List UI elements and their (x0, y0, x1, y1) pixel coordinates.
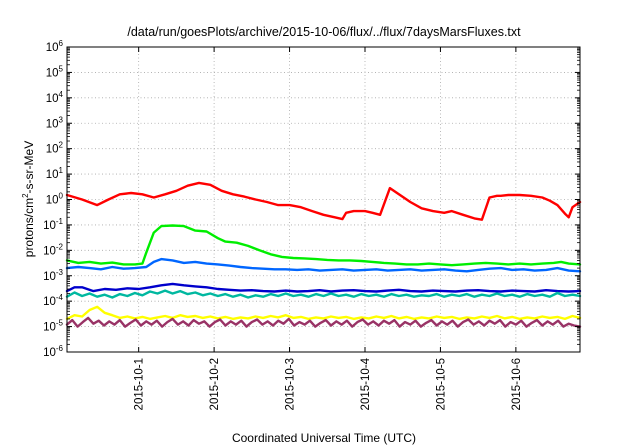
x-axis-label: Coordinated Universal Time (UTC) (232, 431, 416, 445)
y-tick-base: 10 (43, 271, 56, 283)
y-tick-base: 10 (46, 169, 59, 181)
x-tick-label: 2015-10-2 (209, 358, 221, 410)
y-tick-label: 10-2 (43, 242, 63, 257)
chart-title: /data/run/goesPlots/archive/2015-10-06/f… (127, 25, 521, 39)
series-line-5 (65, 289, 582, 299)
y-axis-label-post: -s-sr-MeV (22, 141, 36, 194)
y-tick-base: 10 (46, 144, 59, 156)
y-tick-exponent: 2 (59, 141, 64, 150)
y-tick-exponent: -6 (56, 344, 64, 353)
x-tick-label: 2015-10-1 (134, 358, 146, 410)
y-tick-label: 10-3 (43, 268, 63, 283)
y-tick-exponent: 5 (59, 64, 64, 73)
grid (67, 47, 580, 352)
y-tick-label: 102 (46, 141, 64, 156)
x-tick-label: 2015-10-5 (435, 358, 447, 410)
y-tick-exponent: 4 (59, 90, 64, 99)
y-tick-base: 10 (46, 195, 59, 207)
y-axis-label: protons/cm2-s-sr-MeV (21, 141, 36, 257)
y-tick-exponent: -5 (56, 319, 64, 328)
series-line-7 (65, 316, 582, 328)
y-tick-base: 10 (46, 67, 59, 79)
y-tick-exponent: -1 (56, 217, 64, 226)
y-tick-base: 10 (46, 42, 59, 54)
y-tick-label: 10-4 (43, 293, 63, 308)
series-line-3 (65, 257, 582, 273)
x-tick-label: 2015-10-4 (360, 357, 372, 410)
series-line-1 (65, 181, 582, 221)
y-tick-label: 10-1 (43, 217, 63, 232)
y-tick-exponent: 3 (59, 115, 64, 124)
y-tick-label: 103 (46, 115, 64, 130)
y-tick-label: 10-6 (43, 344, 63, 359)
y-tick-base: 10 (43, 347, 56, 359)
y-tick-exponent: 0 (59, 192, 64, 201)
y-tick-base: 10 (46, 118, 59, 130)
y-tick-exponent: -2 (56, 242, 64, 251)
y-tick-labels: 10-610-510-410-310-210-11001011021031041… (43, 39, 63, 359)
y-tick-exponent: 6 (59, 39, 64, 48)
y-tick-label: 100 (46, 192, 64, 207)
y-tick-base: 10 (46, 93, 59, 105)
y-axis-label-pre: protons/cm (22, 198, 36, 257)
series-line-6 (65, 305, 582, 321)
series-line-4 (65, 282, 582, 293)
y-tick-base: 10 (43, 296, 56, 308)
y-tick-label: 101 (46, 166, 64, 181)
series-lines (65, 181, 582, 328)
y-tick-label: 104 (46, 90, 64, 105)
axis-ticks (67, 46, 580, 353)
y-tick-exponent: -4 (56, 293, 64, 302)
y-tick-base: 10 (43, 322, 56, 334)
y-tick-label: 106 (46, 39, 64, 54)
x-tick-label: 2015-10-6 (511, 358, 523, 410)
y-tick-label: 105 (46, 64, 64, 79)
y-tick-base: 10 (43, 245, 56, 257)
y-tick-exponent: -3 (56, 268, 64, 277)
x-tick-label: 2015-10-3 (285, 358, 297, 410)
y-axis-label-sup: 2 (21, 193, 30, 198)
y-tick-label: 10-5 (43, 319, 63, 334)
y-tick-base: 10 (43, 220, 56, 232)
x-tick-labels: 2015-10-1 2015-10-2 2015-10-3 2015-10-4 2015… (134, 357, 523, 410)
series-line-2 (65, 224, 582, 267)
y-tick-exponent: 1 (59, 166, 64, 175)
